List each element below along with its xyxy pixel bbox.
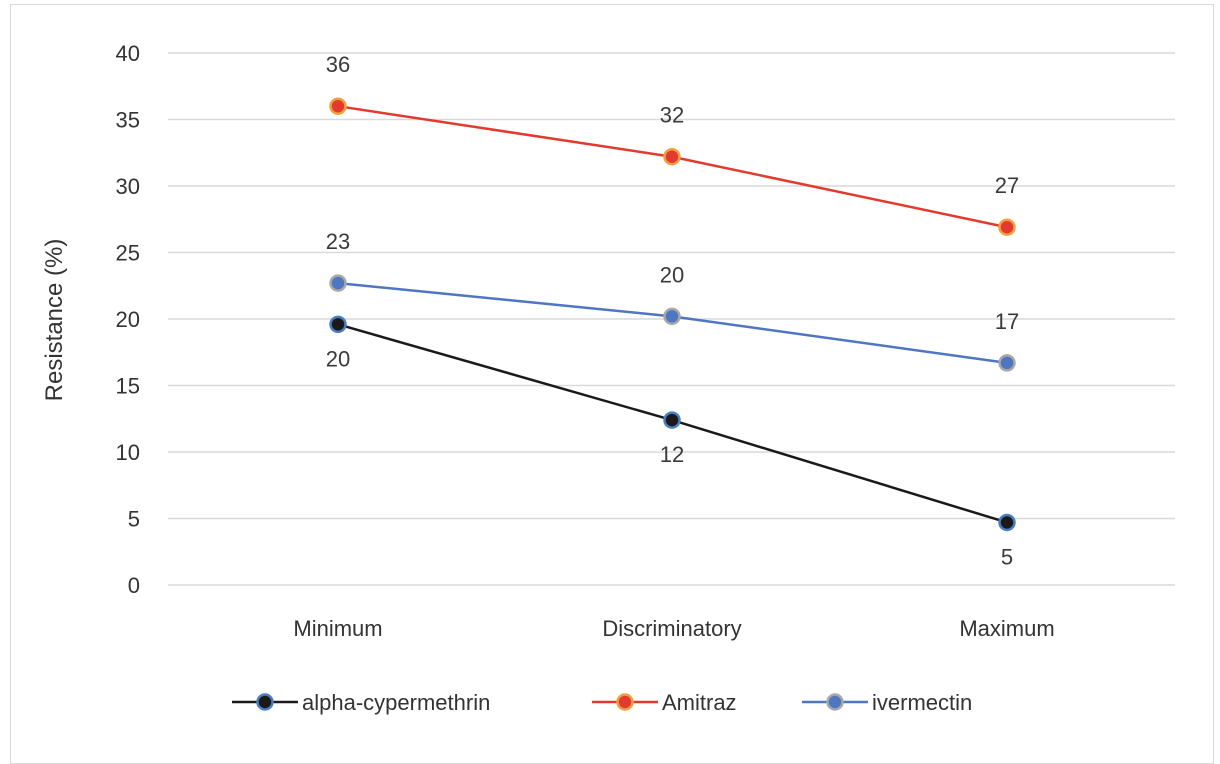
series-lines: [329, 97, 1016, 532]
data-label: 20: [660, 262, 684, 287]
legend-marker: [826, 693, 844, 711]
y-tick-label: 25: [116, 241, 140, 266]
y-tick-label: 0: [128, 573, 140, 598]
data-point: [663, 307, 681, 326]
y-axis-label: Resistance (%): [41, 239, 68, 402]
data-point: [663, 411, 681, 429]
legend-marker: [256, 693, 274, 711]
gridlines: [168, 52, 1175, 586]
data-point: [329, 315, 347, 334]
x-tick-label: Maximum: [959, 616, 1054, 641]
x-tick-labels: Minimum Discriminatory Maximum: [293, 616, 1054, 641]
x-tick-label: Minimum: [293, 616, 382, 641]
data-label: 23: [326, 229, 350, 254]
data-label: 32: [660, 103, 684, 128]
data-label: 17: [995, 309, 1019, 334]
y-tick-label: 20: [116, 307, 140, 332]
data-point: [998, 354, 1016, 372]
data-label: 12: [660, 442, 684, 467]
y-tick-labels: 0 5 10 15 20 25 30 35 40: [116, 41, 140, 598]
y-tick-label: 40: [116, 41, 140, 66]
data-label: 36: [326, 52, 350, 77]
y-tick-label: 35: [116, 108, 140, 133]
data-labels: 20 12 5 36 32 27 23 20 17: [326, 52, 1019, 569]
chart-frame: [10, 4, 1214, 764]
data-point: [663, 147, 681, 166]
data-point: [998, 218, 1016, 236]
legend-label: Amitraz: [662, 690, 737, 715]
y-tick-label: 15: [116, 374, 140, 399]
y-tick-label: 30: [116, 174, 140, 199]
legend: alpha-cypermethrin Amitraz ivermectin: [232, 690, 972, 715]
y-tick-label: 10: [116, 440, 140, 465]
data-label: 20: [326, 346, 350, 371]
data-point: [329, 274, 347, 292]
x-tick-label: Discriminatory: [602, 616, 741, 641]
legend-label: alpha-cypermethrin: [302, 690, 490, 715]
legend-label: ivermectin: [872, 690, 972, 715]
y-tick-label: 5: [128, 507, 140, 532]
legend-marker: [616, 693, 634, 711]
data-point: [329, 97, 347, 115]
data-label: 27: [995, 173, 1019, 198]
data-point: [998, 513, 1016, 532]
data-label: 5: [1001, 544, 1013, 569]
